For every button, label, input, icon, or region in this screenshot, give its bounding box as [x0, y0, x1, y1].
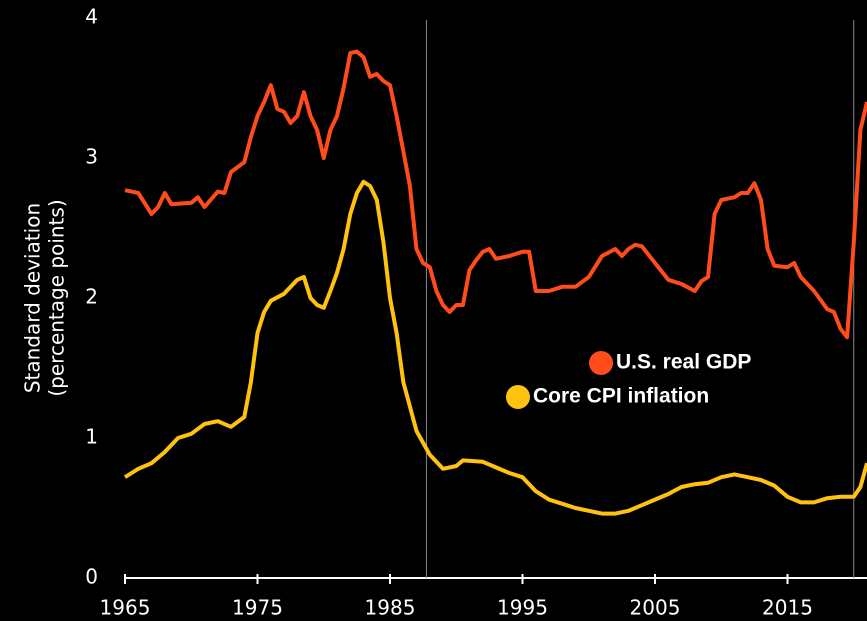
x-tick-label: 1975	[232, 596, 283, 620]
y-tick-label: 0	[85, 565, 98, 589]
legend-label: U.S. real GDP	[616, 351, 751, 374]
legend-label: Core CPI inflation	[533, 385, 709, 408]
y-tick-label: 3	[85, 145, 98, 169]
x-tick-label: 1965	[100, 596, 151, 620]
line-series	[123, 179, 867, 516]
y-tick-label: 1	[85, 425, 98, 449]
x-tick-label: 1985	[365, 596, 416, 620]
x-tick-label: 1995	[497, 596, 548, 620]
line-series	[124, 49, 867, 340]
y-axis-label: (percentage points)	[45, 199, 69, 396]
y-axis-label: Standard deviation	[21, 203, 45, 393]
y-tick-label: 4	[85, 5, 98, 29]
legend-marker	[589, 351, 613, 375]
y-tick-label: 2	[85, 285, 98, 309]
x-tick-label: 2005	[630, 596, 681, 620]
legend-marker	[506, 385, 530, 409]
x-tick-label: 2015	[762, 596, 813, 620]
